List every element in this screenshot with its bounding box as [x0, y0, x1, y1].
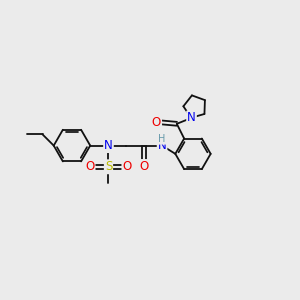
- Text: N: N: [158, 139, 167, 152]
- Text: O: O: [122, 160, 132, 173]
- Text: O: O: [139, 160, 148, 173]
- Text: H: H: [158, 134, 166, 144]
- Text: O: O: [85, 160, 94, 173]
- Text: S: S: [105, 160, 112, 173]
- Text: O: O: [152, 116, 161, 129]
- Text: N: N: [104, 139, 113, 152]
- Text: N: N: [187, 111, 196, 124]
